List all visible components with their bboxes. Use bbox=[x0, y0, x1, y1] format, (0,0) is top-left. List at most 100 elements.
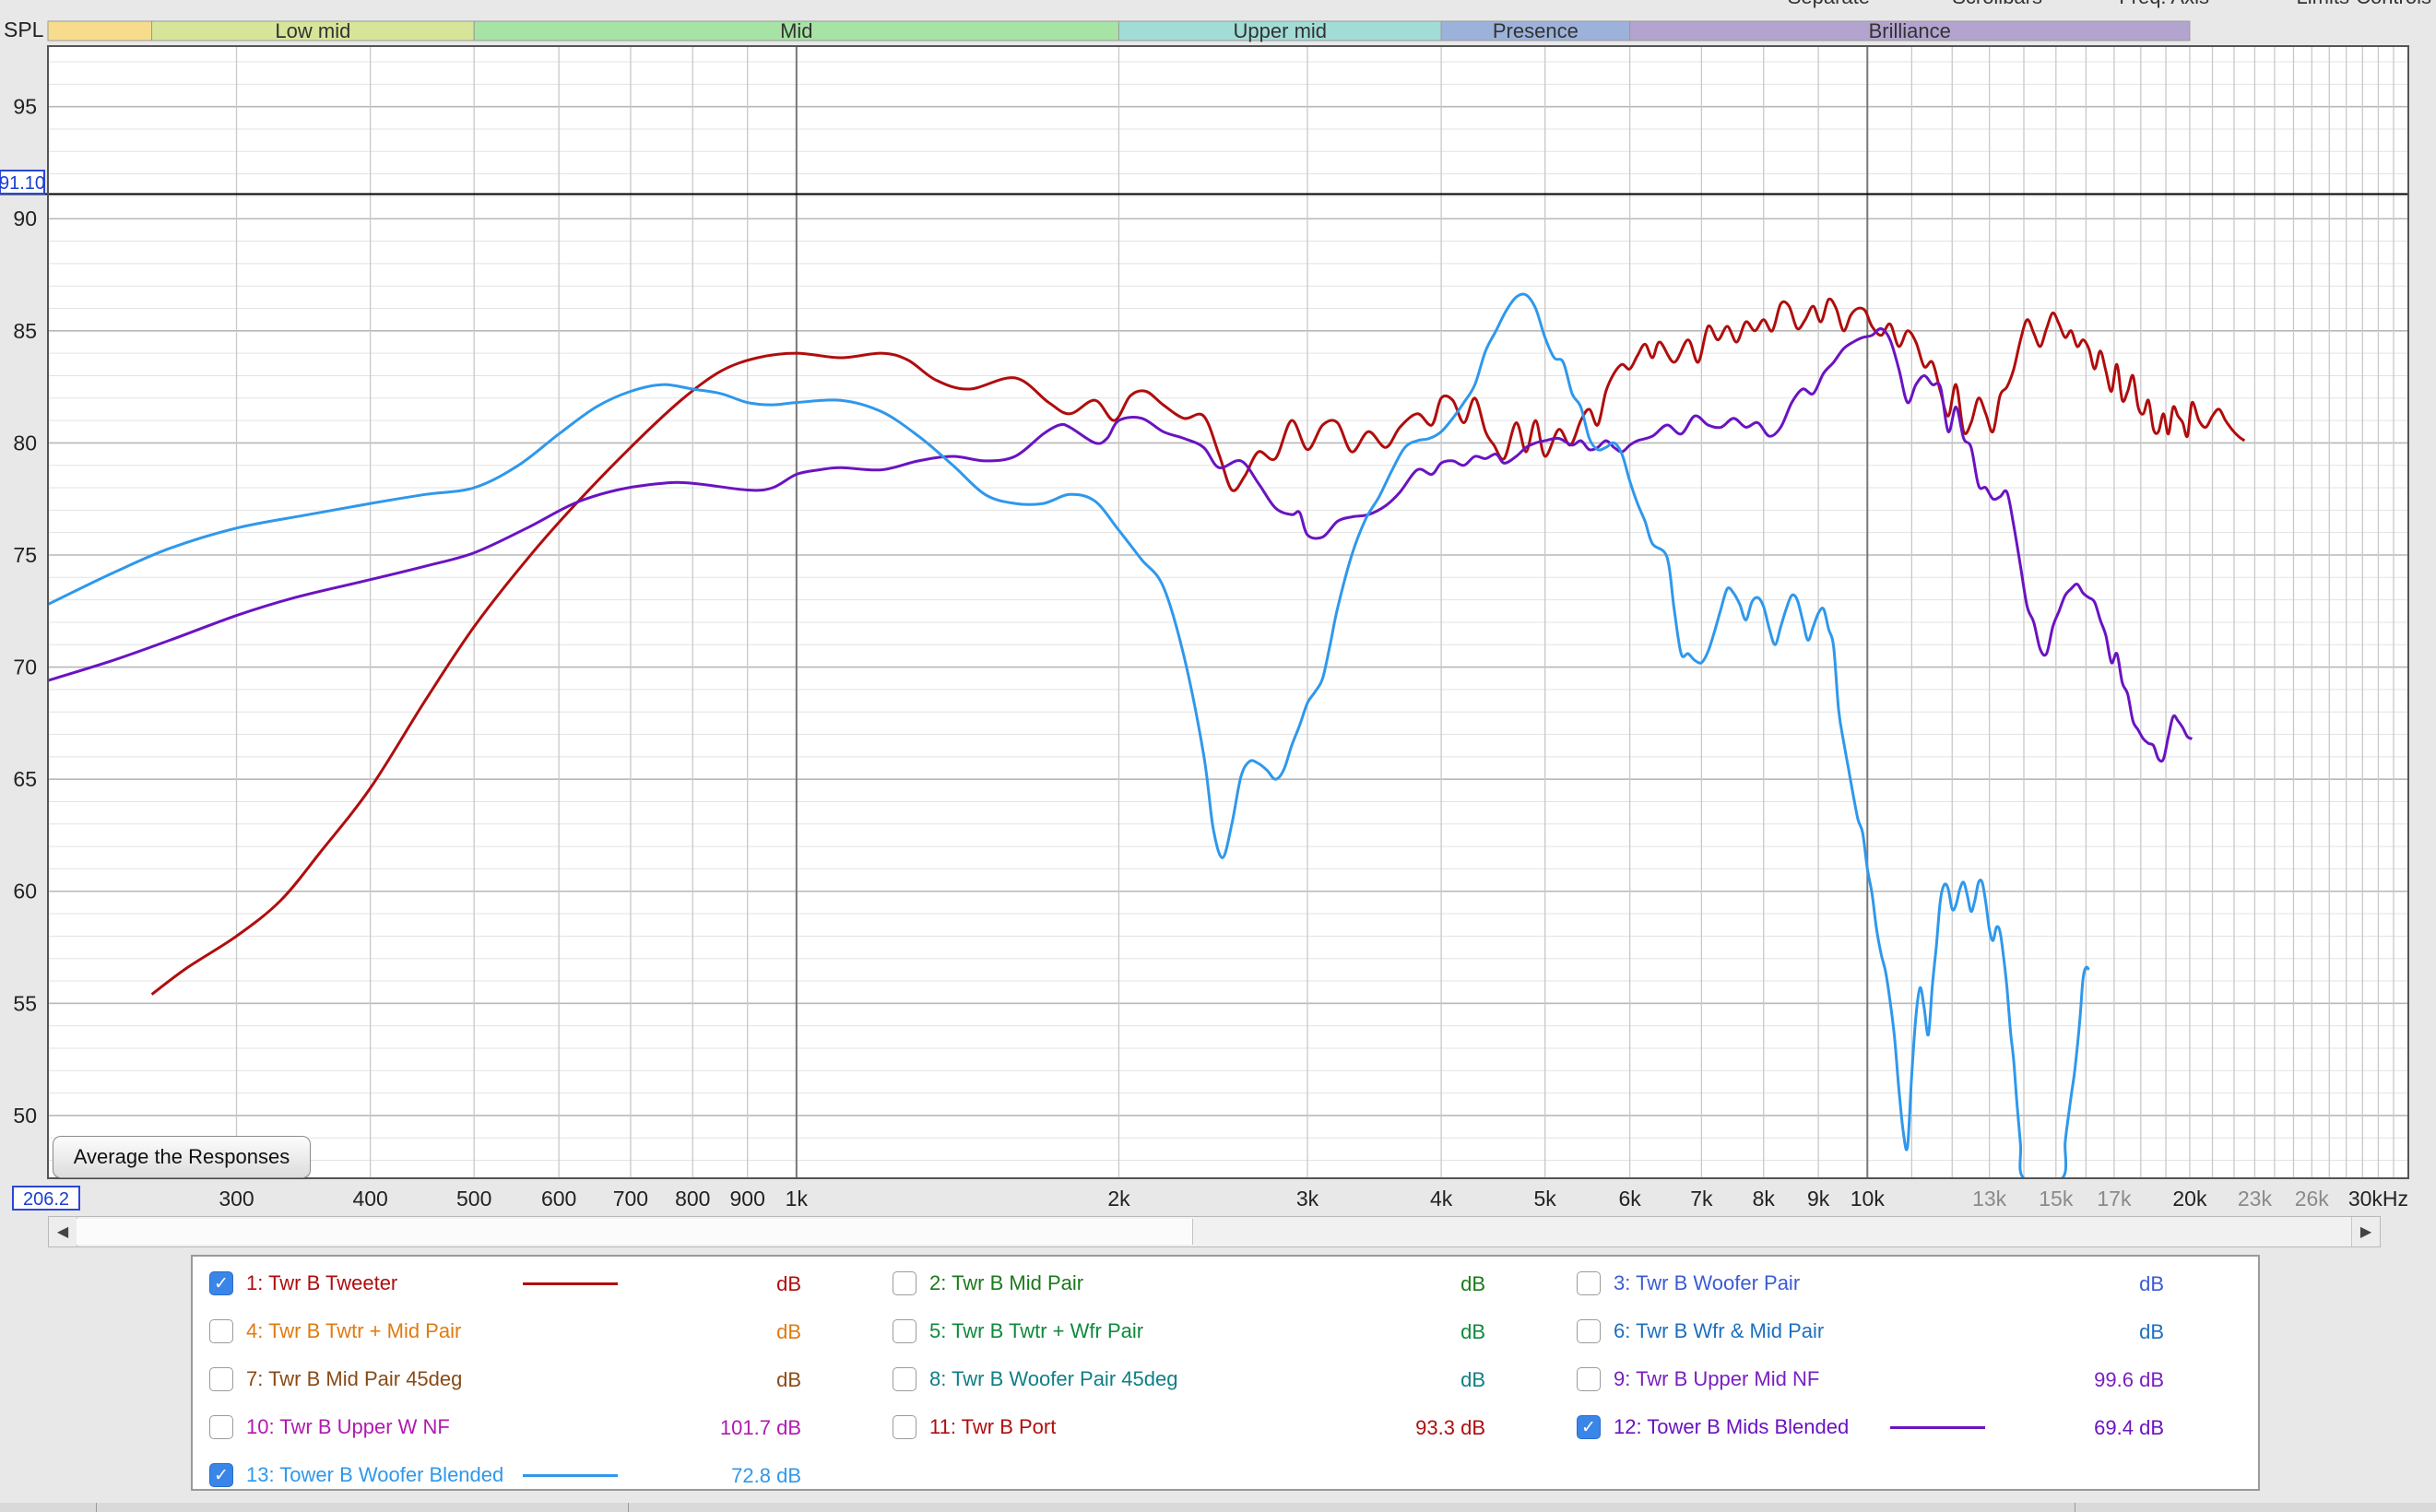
x-tick-label: 7k bbox=[1690, 1187, 1713, 1211]
band-label: Mid bbox=[780, 19, 812, 42]
band-label: Upper mid bbox=[1234, 19, 1327, 42]
legend-item[interactable]: 4: Twr B Twtr + Mid Pair dB bbox=[209, 1309, 801, 1353]
legend-checkbox[interactable]: ✓ bbox=[209, 1463, 233, 1487]
legend-value: 99.6 dB bbox=[2094, 1368, 2164, 1391]
y-cursor-readout[interactable]: 91.10 bbox=[0, 170, 45, 195]
y-tick-label: 65 bbox=[13, 767, 37, 791]
y-tick-label: 55 bbox=[13, 991, 37, 1015]
legend-swatch bbox=[523, 1282, 618, 1285]
x-cursor-value: 206.2 bbox=[23, 1189, 69, 1210]
y-tick-label: 50 bbox=[13, 1104, 37, 1128]
legend-checkbox[interactable] bbox=[893, 1415, 916, 1439]
y-tick-label: 80 bbox=[13, 431, 37, 455]
legend-item[interactable]: 9: Twr B Upper Mid NF 99.6 dB bbox=[1577, 1357, 2164, 1401]
x-tick-label: 1k bbox=[786, 1187, 809, 1211]
y-axis-ticks: 50 55 60 65 70 75 80 85 90 95 bbox=[13, 95, 37, 1128]
x-tick-label: 23k bbox=[2238, 1187, 2273, 1211]
legend-checkbox[interactable] bbox=[1577, 1319, 1601, 1343]
response-curves bbox=[48, 292, 2246, 1178]
average-responses-button[interactable]: Average the Responses bbox=[53, 1136, 311, 1178]
legend-item[interactable]: ✓ 13: Tower B Woofer Blended 72.8 dB bbox=[209, 1453, 801, 1497]
band-label: Low mid bbox=[275, 19, 350, 42]
menu-item: Limits bbox=[2297, 0, 2349, 8]
legend-value: dB bbox=[776, 1320, 801, 1343]
x-tick-label: 13k bbox=[1972, 1187, 2007, 1211]
legend-label: 9: Twr B Upper Mid NF bbox=[1614, 1367, 1820, 1390]
legend-item[interactable]: 6: Twr B Wfr & Mid Pair dB bbox=[1577, 1309, 2164, 1353]
legend-value: dB bbox=[1460, 1272, 1485, 1295]
x-tick-label: 17k bbox=[2097, 1187, 2132, 1211]
legend-checkbox[interactable] bbox=[209, 1319, 233, 1343]
legend-label: 1: Twr B Tweeter bbox=[246, 1271, 398, 1294]
legend-label: 10: Twr B Upper W NF bbox=[246, 1415, 450, 1438]
legend-item[interactable]: 7: Twr B Mid Pair 45deg dB bbox=[209, 1357, 801, 1401]
legend-checkbox[interactable] bbox=[1577, 1367, 1601, 1391]
legend-item[interactable]: ✓ 1: Twr B Tweeter dB bbox=[209, 1261, 801, 1305]
y-tick-label: 90 bbox=[13, 207, 37, 230]
y-tick-label: 75 bbox=[13, 543, 37, 567]
legend-value: dB bbox=[776, 1368, 801, 1391]
legend-value: 72.8 dB bbox=[731, 1464, 801, 1487]
legend-checkbox[interactable]: ✓ bbox=[1577, 1415, 1601, 1439]
legend-swatch bbox=[523, 1474, 618, 1477]
x-tick-label: 20k bbox=[2172, 1187, 2207, 1211]
y-tick-label: 85 bbox=[13, 319, 37, 343]
x-tick-label: 2k bbox=[1107, 1187, 1130, 1211]
plot-area[interactable] bbox=[48, 46, 2408, 1178]
plot-border bbox=[47, 45, 2409, 1179]
band-label: Presence bbox=[1493, 19, 1579, 42]
y-axis-label: SPL bbox=[4, 18, 44, 41]
x-tick-label: 400 bbox=[352, 1187, 387, 1211]
legend-item[interactable]: 3: Twr B Woofer Pair dB bbox=[1577, 1261, 2164, 1305]
scroll-left-arrow-icon[interactable]: ◀ bbox=[49, 1217, 77, 1246]
legend-value: dB bbox=[1460, 1368, 1485, 1391]
legend-label: 5: Twr B Twtr + Wfr Pair bbox=[929, 1319, 1144, 1342]
legend-checkbox[interactable] bbox=[893, 1319, 916, 1343]
frequency-band-strip: Low mid Mid Upper mid Presence Brilliance bbox=[47, 19, 2191, 42]
legend-label: 2: Twr B Mid Pair bbox=[929, 1271, 1084, 1294]
x-cursor-readout[interactable]: 206.2 bbox=[12, 1186, 80, 1211]
legend-swatch bbox=[1890, 1426, 1985, 1429]
legend-item[interactable]: 8: Twr B Woofer Pair 45deg dB bbox=[893, 1357, 1485, 1401]
x-tick-label: 30kHz bbox=[2348, 1187, 2408, 1211]
scroll-thumb[interactable] bbox=[77, 1219, 1193, 1245]
legend-value: 101.7 dB bbox=[719, 1416, 801, 1439]
legend-value: 69.4 dB bbox=[2094, 1416, 2164, 1439]
legend-label: 12: Tower B Mids Blended bbox=[1614, 1415, 1850, 1438]
horizontal-scrollbar[interactable]: ◀ ▶ bbox=[48, 1216, 2381, 1247]
menu-item: Controls bbox=[2356, 0, 2431, 8]
grid bbox=[0, 46, 2409, 1178]
y-cursor-value: 91.10 bbox=[0, 173, 45, 194]
legend-item[interactable]: 10: Twr B Upper W NF 101.7 dB bbox=[209, 1405, 801, 1449]
legend-checkbox[interactable] bbox=[893, 1271, 916, 1295]
legend-value: dB bbox=[1460, 1320, 1485, 1343]
menu-item: Scrollbars bbox=[1952, 0, 2042, 8]
series-line bbox=[48, 292, 2090, 1178]
legend-label: 3: Twr B Woofer Pair bbox=[1614, 1271, 1801, 1294]
series-line bbox=[150, 297, 2246, 996]
legend-checkbox[interactable] bbox=[209, 1367, 233, 1391]
legend-value: dB bbox=[2139, 1272, 2164, 1295]
legend-label: 13: Tower B Woofer Blended bbox=[246, 1463, 504, 1486]
legend-checkbox[interactable] bbox=[1577, 1271, 1601, 1295]
legend-checkbox[interactable]: ✓ bbox=[209, 1271, 233, 1295]
x-tick-label: 5k bbox=[1534, 1187, 1557, 1211]
legend-item[interactable]: 5: Twr B Twtr + Wfr Pair dB bbox=[893, 1309, 1485, 1353]
scroll-right-arrow-icon[interactable]: ▶ bbox=[2351, 1217, 2380, 1246]
x-tick-label: 4k bbox=[1430, 1187, 1453, 1211]
series-line bbox=[48, 326, 2194, 763]
menu-item: Separate bbox=[1788, 0, 1870, 8]
legend-value: 93.3 dB bbox=[1415, 1416, 1485, 1439]
x-tick-label: 500 bbox=[456, 1187, 491, 1211]
legend-checkbox[interactable] bbox=[893, 1367, 916, 1391]
legend-item[interactable]: ✓ 12: Tower B Mids Blended 69.4 dB bbox=[1577, 1405, 2164, 1449]
legend-item[interactable]: 11: Twr B Port 93.3 dB bbox=[893, 1405, 1485, 1449]
legend-panel: ✓ 1: Twr B Tweeter dB 2: Twr B Mid Pair dB 3:… bbox=[191, 1255, 2260, 1491]
x-tick-label: 3k bbox=[1296, 1187, 1319, 1211]
band bbox=[1629, 20, 2191, 41]
legend-checkbox[interactable] bbox=[209, 1415, 233, 1439]
legend-item[interactable]: 2: Twr B Mid Pair dB bbox=[893, 1261, 1485, 1305]
legend-label: 8: Twr B Woofer Pair 45deg bbox=[929, 1367, 1178, 1390]
x-tick-label: 8k bbox=[1753, 1187, 1776, 1211]
